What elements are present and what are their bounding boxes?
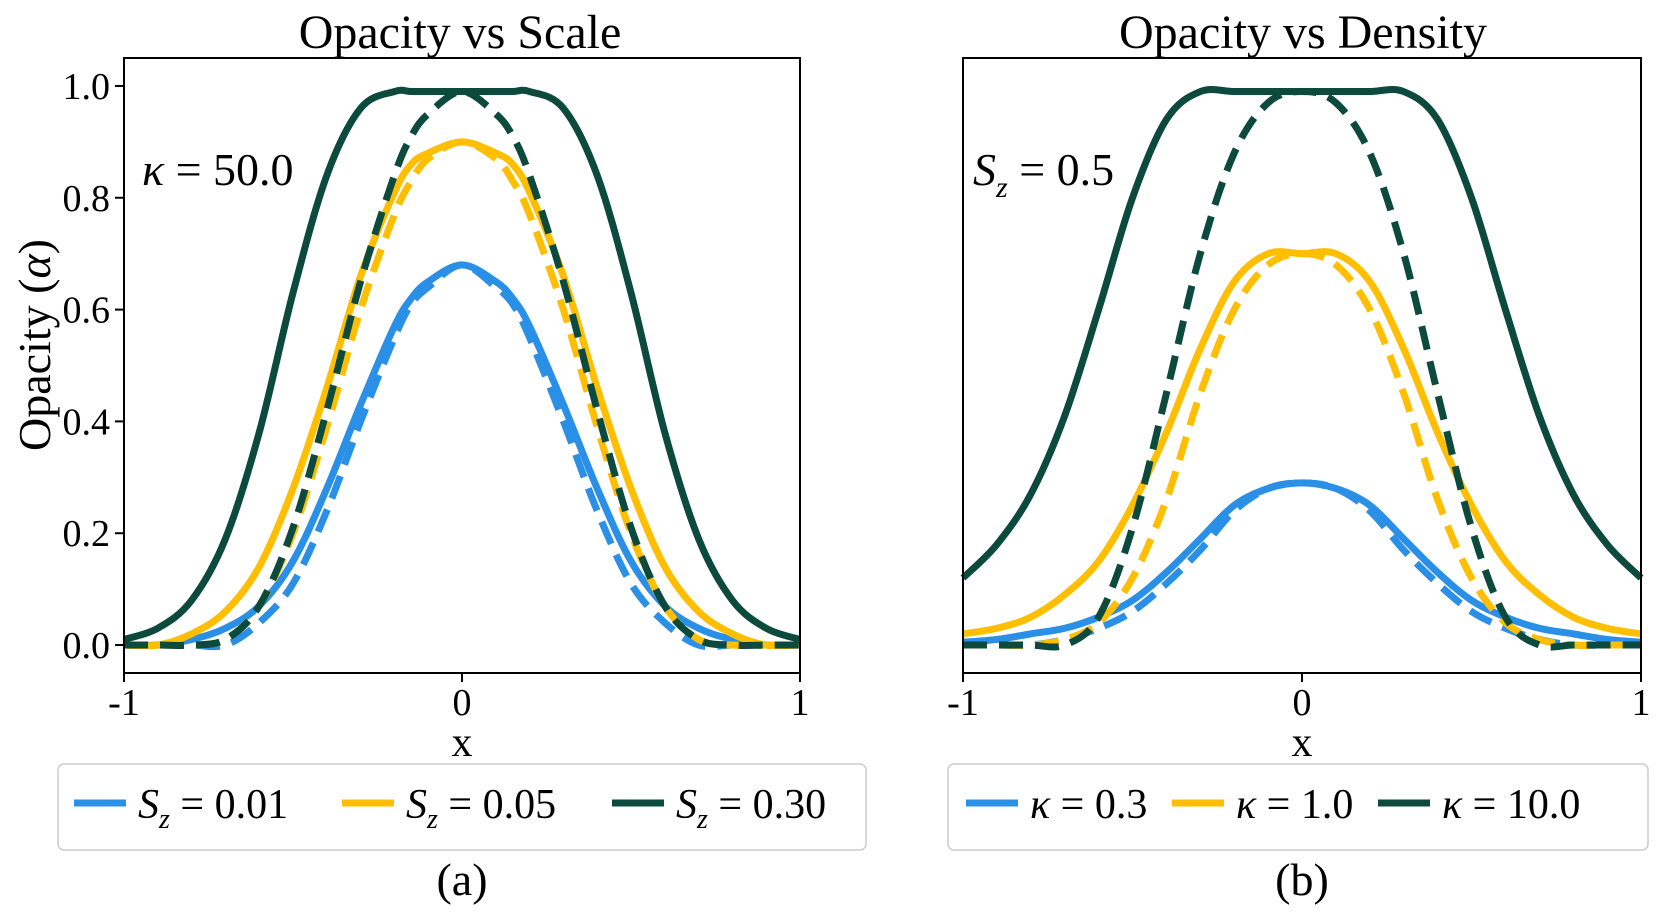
legend-item: Sz = 0.05 bbox=[342, 782, 556, 835]
panel-b-ticks: -1 0 1 bbox=[947, 673, 1651, 724]
y-tick-label: 0.2 bbox=[63, 513, 111, 555]
series-line-blue-solid bbox=[962, 479, 1642, 646]
series-line-blue-dashed bbox=[124, 261, 800, 651]
panel-a-plot: -1 0 1 0.0 0.2 0.4 0.6 0.8 1.0 bbox=[63, 57, 810, 724]
panel-b-plot: -1 0 1 bbox=[947, 57, 1651, 724]
panel-a: Opacity vs Scale -1 0 10.00.20.40.60.81.0 … bbox=[57, 6, 867, 905]
legend-item: Sz = 0.30 bbox=[612, 782, 826, 835]
series-line-yellow-dashed bbox=[124, 138, 800, 649]
panel-b-series bbox=[960, 86, 1644, 651]
panel-b-caption: (b) bbox=[1275, 854, 1329, 905]
series-line-green-dashed bbox=[124, 88, 800, 649]
panel-a-series bbox=[122, 86, 802, 651]
legend-item: κ = 10.0 bbox=[1378, 782, 1580, 828]
legend-item: κ = 1.0 bbox=[1172, 782, 1353, 828]
y-tick-label: 0.4 bbox=[63, 401, 111, 443]
panel-b: Opacity vs Density -1 0 1 Sz = 0.5 x κ = 0… bbox=[947, 6, 1650, 905]
x-tick-label: -1 bbox=[108, 682, 140, 724]
panel-b-legend: κ = 0.3 κ = 1.0 κ = 10.0 bbox=[947, 763, 1649, 851]
panel-a-title: Opacity vs Scale bbox=[299, 6, 622, 59]
series-line-green-solid bbox=[122, 86, 802, 643]
x-tick-label: -1 bbox=[947, 682, 979, 724]
y-tick-label: 0.0 bbox=[63, 625, 111, 667]
legend-label: Sz = 0.05 bbox=[406, 782, 556, 835]
y-tick-label: 0.6 bbox=[63, 290, 111, 332]
legend-label: Sz = 0.01 bbox=[138, 782, 288, 835]
y-tick-label: 0.8 bbox=[63, 178, 111, 220]
panel-a-caption: (a) bbox=[436, 854, 487, 905]
x-tick-label: 0 bbox=[1293, 682, 1312, 724]
panel-a-ticks: -1 0 1 0.0 0.2 0.4 0.6 0.8 1.0 bbox=[63, 66, 810, 724]
y-axis-label: Opacity (α) bbox=[9, 239, 60, 451]
panel-a-x-axis-label: x bbox=[452, 720, 473, 766]
panel-b-legend-box bbox=[947, 763, 1649, 851]
panel-a-annotation: κ = 50.0 bbox=[142, 144, 294, 195]
series-line-yellow-dashed bbox=[963, 250, 1641, 649]
series-line-yellow-solid bbox=[962, 248, 1642, 638]
series-line-blue-solid bbox=[123, 261, 801, 649]
legend-label: κ = 1.0 bbox=[1236, 782, 1353, 828]
legend-label: κ = 10.0 bbox=[1442, 782, 1580, 828]
x-tick-label: 0 bbox=[453, 682, 472, 724]
y-tick-label: 1.0 bbox=[63, 66, 111, 108]
series-line-blue-dashed bbox=[963, 479, 1641, 649]
series-line-yellow-solid bbox=[123, 138, 801, 650]
legend-item: Sz = 0.01 bbox=[74, 782, 288, 835]
legend-label: κ = 0.3 bbox=[1030, 782, 1147, 828]
panel-a-legend-box bbox=[57, 763, 867, 851]
panel-b-annotation: Sz = 0.5 bbox=[973, 144, 1114, 204]
series-line-green-dashed bbox=[963, 88, 1641, 651]
panel-b-x-axis-label: x bbox=[1292, 720, 1313, 766]
legend-label: Sz = 0.30 bbox=[676, 782, 826, 835]
legend-item: κ = 0.3 bbox=[966, 782, 1147, 828]
x-tick-label: 1 bbox=[791, 682, 810, 724]
panel-b-title: Opacity vs Density bbox=[1119, 6, 1487, 59]
panel-a-legend: Sz = 0.01 Sz = 0.05 Sz = 0.30 bbox=[57, 763, 867, 851]
x-tick-label: 1 bbox=[1632, 682, 1651, 724]
